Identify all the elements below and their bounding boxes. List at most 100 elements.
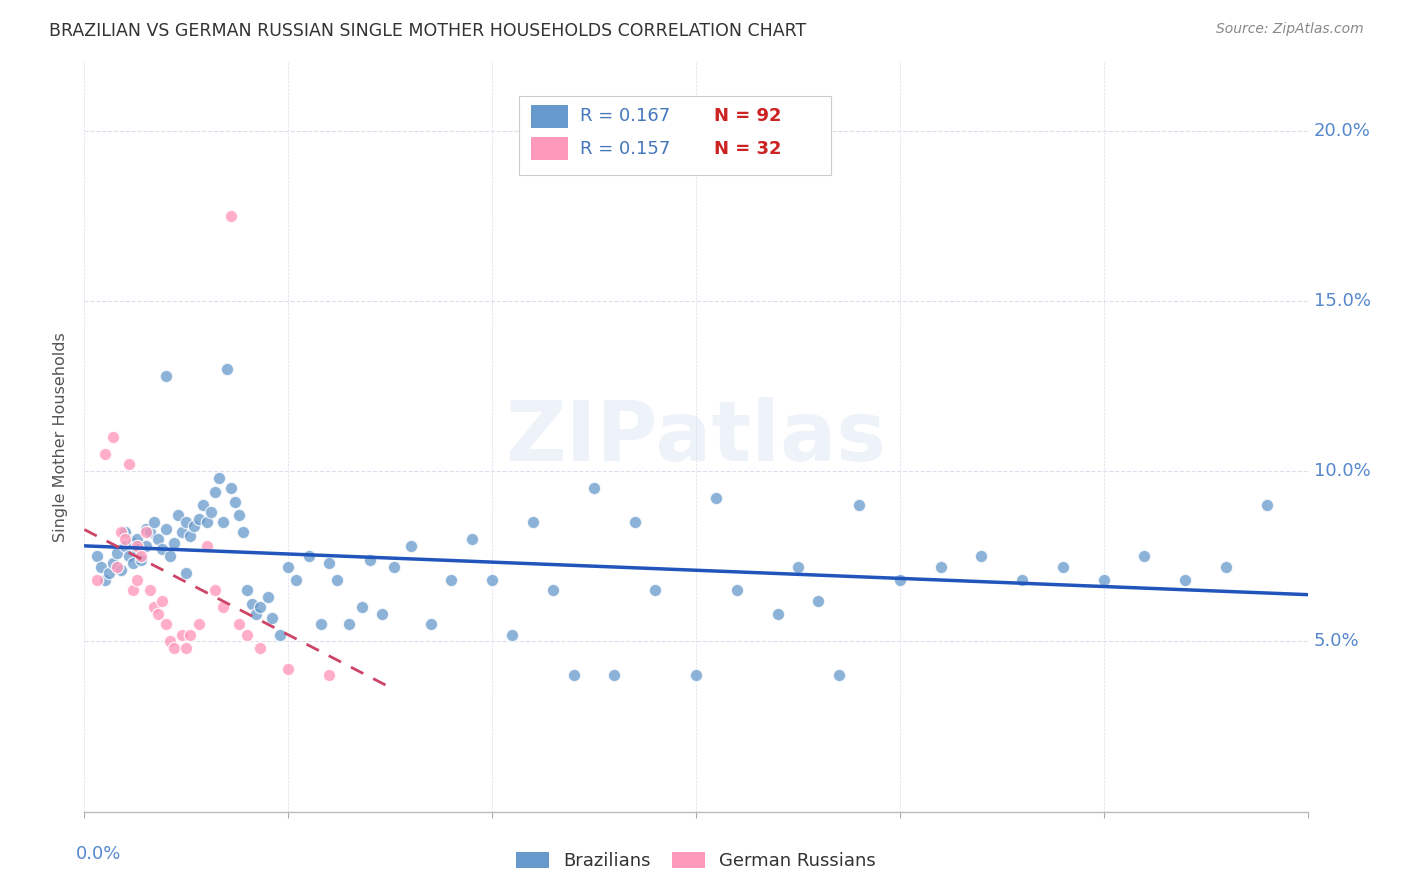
Point: [172, 525, 194, 540]
Text: 15.0%: 15.0%: [1313, 292, 1371, 310]
Point: [828, 668, 851, 682]
Point: [217, 362, 239, 376]
Point: [277, 662, 299, 676]
Point: [101, 556, 124, 570]
Text: 10.0%: 10.0%: [1313, 462, 1371, 480]
Point: [174, 641, 197, 656]
Point: [150, 542, 173, 557]
FancyBboxPatch shape: [519, 96, 831, 175]
Point: [142, 515, 165, 529]
Point: [219, 209, 242, 223]
Point: [195, 515, 218, 529]
Legend: Brazilians, German Russians: Brazilians, German Russians: [509, 845, 883, 878]
Point: [1174, 573, 1197, 587]
Point: [142, 600, 165, 615]
Point: [191, 498, 214, 512]
Point: [172, 627, 194, 641]
Point: [440, 573, 463, 587]
Point: [135, 522, 157, 536]
Point: [260, 610, 283, 624]
Point: [187, 617, 209, 632]
Point: [309, 617, 332, 632]
Point: [219, 481, 242, 495]
Point: [543, 583, 565, 598]
Text: 5.0%: 5.0%: [1313, 632, 1360, 650]
Point: [93, 573, 115, 587]
Text: BRAZILIAN VS GERMAN RUSSIAN SINGLE MOTHER HOUSEHOLDS CORRELATION CHART: BRAZILIAN VS GERMAN RUSSIAN SINGLE MOTHE…: [49, 22, 807, 40]
Point: [127, 542, 149, 557]
Point: [155, 617, 177, 632]
Point: [183, 518, 205, 533]
Point: [236, 583, 259, 598]
Point: [228, 508, 250, 523]
Point: [122, 556, 145, 570]
Point: [204, 484, 226, 499]
Point: [706, 491, 728, 506]
Point: [269, 627, 291, 641]
Point: [163, 535, 186, 549]
Point: [1215, 559, 1237, 574]
Point: [122, 583, 145, 598]
Point: [889, 573, 911, 587]
Point: [97, 566, 120, 581]
Point: [1133, 549, 1156, 564]
Point: [127, 573, 149, 587]
Point: [212, 515, 235, 529]
Point: [787, 559, 810, 574]
Point: [179, 627, 201, 641]
Point: [399, 539, 422, 553]
Point: [174, 515, 197, 529]
Point: [93, 447, 115, 461]
Point: [187, 512, 209, 526]
Point: [135, 525, 157, 540]
Point: [685, 668, 707, 682]
Point: [277, 559, 299, 574]
Text: N = 32: N = 32: [714, 140, 782, 158]
Point: [224, 495, 246, 509]
Point: [131, 552, 153, 566]
Point: [502, 627, 524, 641]
Point: [167, 508, 190, 523]
Point: [350, 600, 373, 615]
Point: [1092, 573, 1115, 587]
Point: [420, 617, 443, 632]
Point: [228, 617, 250, 632]
Point: [110, 525, 132, 540]
Point: [298, 549, 321, 564]
Point: [461, 533, 484, 547]
Point: [146, 533, 169, 547]
Point: [146, 607, 169, 622]
Text: 0.0%: 0.0%: [76, 846, 121, 863]
Point: [105, 559, 128, 574]
Point: [118, 549, 141, 564]
Point: [249, 600, 271, 615]
Point: [90, 559, 112, 574]
Point: [970, 549, 993, 564]
Point: [359, 552, 381, 566]
Point: [208, 471, 231, 485]
Point: [150, 593, 173, 607]
Text: Source: ZipAtlas.com: Source: ZipAtlas.com: [1216, 22, 1364, 37]
Point: [179, 529, 201, 543]
Point: [159, 549, 181, 564]
Point: [603, 668, 626, 682]
Point: [382, 559, 405, 574]
Y-axis label: Single Mother Households: Single Mother Households: [53, 332, 69, 542]
Point: [1011, 573, 1033, 587]
Point: [174, 566, 197, 581]
Point: [131, 549, 153, 564]
Point: [766, 607, 789, 622]
Text: N = 92: N = 92: [714, 107, 782, 126]
Point: [725, 583, 748, 598]
Point: [257, 590, 280, 604]
Point: [1052, 559, 1074, 574]
Point: [339, 617, 361, 632]
Point: [127, 539, 149, 553]
Point: [562, 668, 585, 682]
Point: [122, 535, 145, 549]
Point: [807, 593, 830, 607]
Point: [155, 368, 177, 383]
Point: [318, 668, 340, 682]
Point: [159, 634, 181, 648]
Point: [110, 563, 132, 577]
